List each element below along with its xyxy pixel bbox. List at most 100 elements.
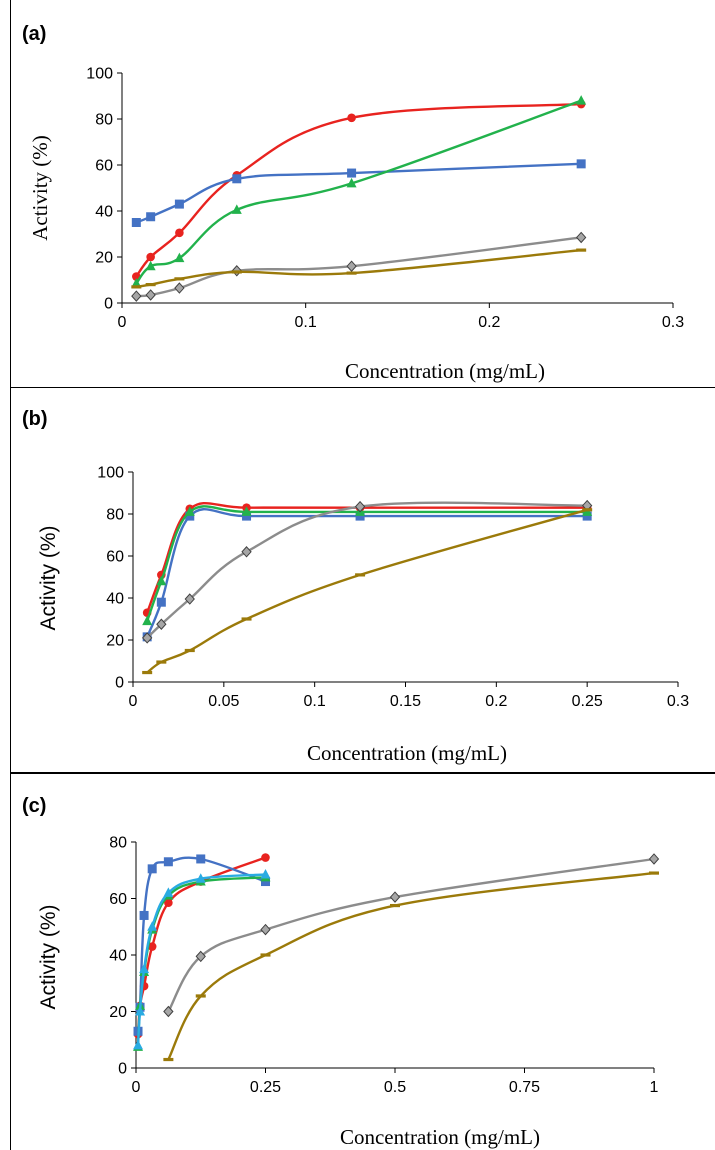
x-tick-label: 0.2 [478, 314, 500, 331]
data-point-series-5 [145, 283, 156, 287]
series-line-3 [146, 505, 589, 623]
panel-divider-ab [10, 387, 715, 388]
y-axis-title-a: Activity (%) [28, 135, 52, 241]
y-tick-label: 60 [95, 158, 113, 175]
y-tick-label: 40 [109, 948, 127, 965]
data-point-series-1 [175, 228, 184, 238]
y-tick-label: 20 [95, 250, 113, 267]
data-point-series-5 [241, 617, 252, 621]
x-tick-label: 0.3 [667, 693, 689, 710]
data-point-series-4 [354, 500, 366, 513]
data-point-series-5 [231, 270, 242, 274]
data-point-series-4 [135, 1006, 146, 1016]
series-line-4 [146, 501, 589, 640]
data-point-series-2 [576, 159, 586, 169]
x-tick-label: 0 [118, 314, 127, 331]
data-point-series-4 [575, 231, 587, 244]
y-tick-label: 20 [106, 633, 124, 650]
data-point-series-4 [184, 593, 195, 605]
data-point-series-3 [184, 506, 195, 516]
data-point-series-5 [184, 648, 195, 653]
data-point-series-1 [347, 113, 356, 123]
data-point-series-5 [260, 923, 271, 936]
series-line-3 [136, 876, 267, 1048]
data-point-series-5 [355, 573, 366, 577]
data-point-series-4 [195, 873, 206, 883]
data-point-series-6 [649, 871, 659, 875]
x-tick-label: 0.2 [485, 693, 507, 710]
data-point-series-5 [142, 670, 153, 675]
data-point-series-2 [242, 511, 252, 521]
data-point-series-6 [195, 994, 206, 998]
data-point-series-1 [147, 942, 157, 951]
data-point-series-2 [232, 174, 242, 184]
x-tick-label: 0.25 [250, 1079, 281, 1096]
series-line-5 [146, 508, 589, 674]
x-tick-label: 0.75 [509, 1079, 540, 1096]
panel-b: (b) Concentration (mg/mL) Activity (%) 0… [22, 408, 689, 765]
left-border-line [10, 0, 11, 1150]
x-axis-title-a: Concentration (mg/mL) [345, 359, 545, 383]
x-tick-label: 0.5 [384, 1079, 406, 1096]
series-line-5 [135, 248, 583, 289]
panel-a: (a) Concentration (mg/mL) Activity (%) 0… [22, 23, 684, 383]
data-point-series-5 [576, 248, 587, 252]
y-tick-label: 80 [95, 112, 113, 129]
x-tick-label: 0.15 [390, 693, 421, 710]
data-point-series-3 [346, 177, 357, 188]
y-axis-title-b: Activity (%) [37, 526, 60, 631]
data-point-series-4 [260, 868, 271, 879]
data-point-series-2 [185, 511, 195, 521]
panel-c: (c) Concentration (mg/mL) Activity (%) 0… [22, 795, 660, 1149]
series-line-2 [135, 162, 583, 224]
data-point-series-4 [174, 282, 185, 294]
panel-label-c: (c) [22, 795, 46, 817]
data-point-series-4 [133, 1039, 144, 1050]
panel-label-a: (a) [22, 23, 46, 45]
y-tick-label: 0 [118, 1061, 127, 1078]
y-tick-label: 20 [109, 1004, 127, 1021]
data-point-series-5 [195, 950, 206, 963]
data-point-series-2 [139, 910, 149, 920]
x-tick-label: 1 [650, 1079, 659, 1096]
data-point-series-2 [582, 511, 592, 521]
data-point-series-6 [260, 953, 271, 957]
data-point-series-3 [142, 615, 153, 626]
x-axis-title-c: Concentration (mg/mL) [340, 1125, 540, 1149]
data-point-series-5 [389, 891, 401, 903]
data-point-series-2 [355, 511, 365, 521]
y-tick-label: 100 [86, 66, 113, 83]
x-tick-label: 0.3 [662, 314, 684, 331]
x-tick-label: 0 [132, 1079, 141, 1096]
y-tick-label: 40 [95, 204, 113, 221]
data-point-series-2 [163, 857, 173, 867]
y-axis-title-c: Activity (%) [37, 905, 60, 1010]
data-point-series-2 [261, 877, 270, 887]
y-tick-label: 40 [106, 591, 124, 608]
x-tick-label: 0 [129, 693, 138, 710]
data-point-series-3 [131, 277, 142, 288]
x-axis-title-b: Concentration (mg/mL) [307, 741, 507, 765]
data-point-series-3 [174, 252, 185, 263]
data-point-series-3 [241, 506, 252, 516]
data-point-series-3 [156, 575, 167, 586]
data-point-series-3 [576, 95, 587, 105]
panel-label-b: (b) [22, 408, 48, 430]
data-point-series-4 [346, 260, 357, 272]
data-point-series-5 [131, 285, 142, 289]
x-tick-label: 0.1 [304, 693, 326, 710]
data-point-series-5 [156, 660, 167, 664]
data-point-series-1 [261, 853, 270, 862]
series-line-5 [167, 857, 656, 1013]
data-point-series-6 [163, 1057, 174, 1062]
data-point-series-5 [174, 277, 185, 281]
data-point-series-4 [156, 618, 167, 630]
y-tick-label: 60 [109, 891, 127, 908]
data-point-series-4 [131, 290, 142, 302]
data-point-series-2 [196, 854, 206, 864]
x-tick-label: 0.05 [208, 693, 239, 710]
data-point-series-5 [346, 271, 357, 275]
panel-divider-bc [10, 772, 715, 774]
data-point-series-4 [241, 546, 252, 558]
